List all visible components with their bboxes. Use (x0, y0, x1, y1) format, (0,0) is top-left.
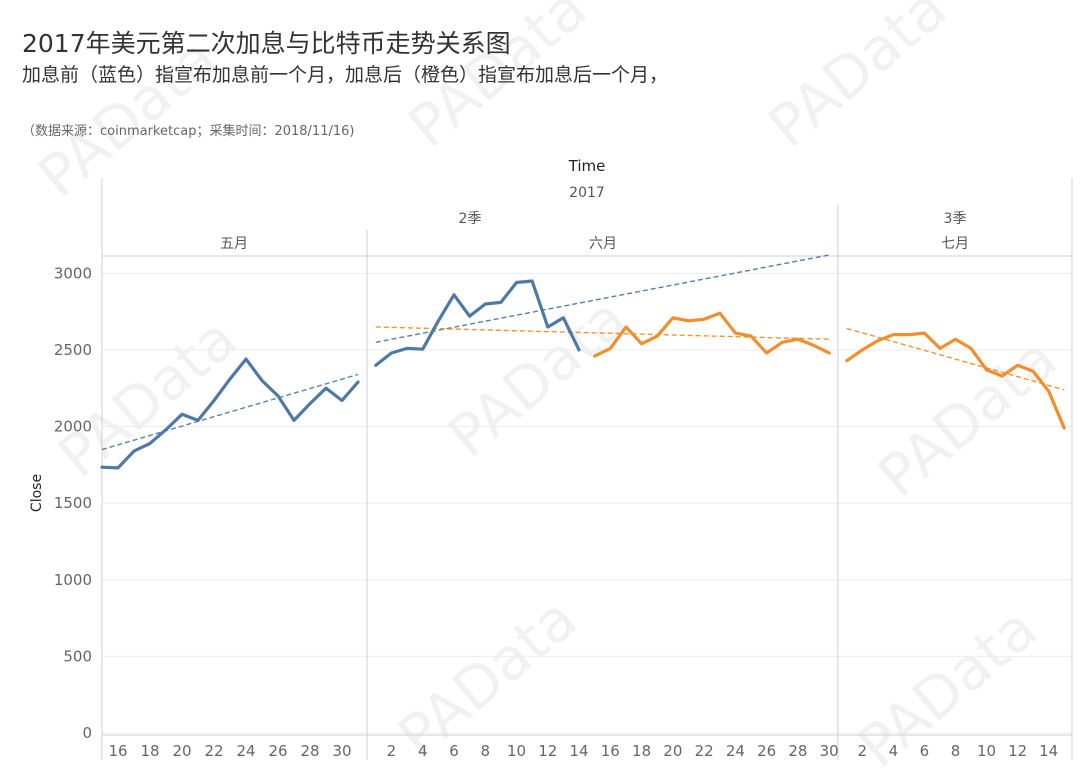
x-tick-label: 6 (920, 742, 930, 760)
trend-line (101, 373, 359, 451)
x-tick-label: 12 (538, 742, 557, 760)
month-header: 六月 (589, 236, 617, 252)
quarter-header: 3季 (944, 211, 967, 227)
y-tick-label: 1000 (54, 571, 92, 589)
x-tick-label: 28 (788, 742, 807, 760)
x-tick-label: 12 (1008, 742, 1027, 760)
series-line (374, 279, 581, 367)
year-header: 2017 (569, 185, 605, 201)
x-tick-label: 8 (480, 742, 490, 760)
series-line (100, 357, 360, 470)
x-tick-label: 16 (108, 742, 127, 760)
x-tick-label: 24 (726, 742, 745, 760)
watermark-logo: PAData (865, 324, 1069, 511)
x-tick-label: 16 (601, 742, 620, 760)
x-tick-label: 24 (236, 742, 255, 760)
x-tick-label: 30 (332, 742, 351, 760)
month-header: 七月 (941, 236, 969, 252)
x-axis-title: Time (568, 157, 606, 175)
x-tick-label: 22 (204, 742, 223, 760)
y-tick-label: 0 (82, 724, 92, 742)
chart-subtitle: 加息前（蓝色）指宣布加息前一个月，加息后（橙色）指宣布加息后一个月， (22, 64, 669, 86)
x-tick-label: 8 (951, 742, 961, 760)
y-tick-label: 500 (63, 647, 92, 665)
chart-title: 2017年美元第二次加息与比特币走势关系图 (22, 29, 511, 58)
series-line (845, 331, 1066, 430)
trend-line (846, 327, 1065, 391)
watermark-logo: PAData (395, 0, 599, 161)
x-tick-label: 2 (858, 742, 868, 760)
watermark-logo: PAData (25, 24, 229, 211)
x-tick-label: 10 (977, 742, 996, 760)
x-tick-label: 26 (268, 742, 287, 760)
x-tick-label: 2 (387, 742, 397, 760)
x-tick-label: 14 (1039, 742, 1058, 760)
x-tick-label: 18 (140, 742, 159, 760)
x-tick-label: 4 (889, 742, 899, 760)
x-tick-label: 20 (663, 742, 682, 760)
data-source-note: （数据来源：coinmarketcap；采集时间：2018/11/16) (22, 124, 355, 139)
x-tick-label: 22 (695, 742, 714, 760)
y-tick-label: 3000 (54, 264, 92, 282)
x-tick-label: 14 (570, 742, 589, 760)
x-tick-label: 26 (757, 742, 776, 760)
watermark-logo: PAData (45, 304, 249, 491)
x-tick-label: 18 (632, 742, 651, 760)
x-tick-label: 28 (300, 742, 319, 760)
y-tick-label: 2000 (54, 418, 92, 436)
y-axis-title: Close (29, 474, 45, 512)
quarter-header: 2季 (459, 211, 482, 227)
x-tick-label: 6 (449, 742, 459, 760)
x-tick-label: 10 (507, 742, 526, 760)
y-tick-label: 1500 (54, 494, 92, 512)
series-line (593, 311, 831, 358)
trend-line (375, 254, 830, 343)
x-tick-label: 20 (172, 742, 191, 760)
x-tick-label: 30 (820, 742, 839, 760)
month-header: 五月 (220, 236, 248, 252)
watermark-logo: PAData (755, 0, 959, 161)
y-tick-label: 2500 (54, 341, 92, 359)
x-tick-label: 4 (418, 742, 428, 760)
